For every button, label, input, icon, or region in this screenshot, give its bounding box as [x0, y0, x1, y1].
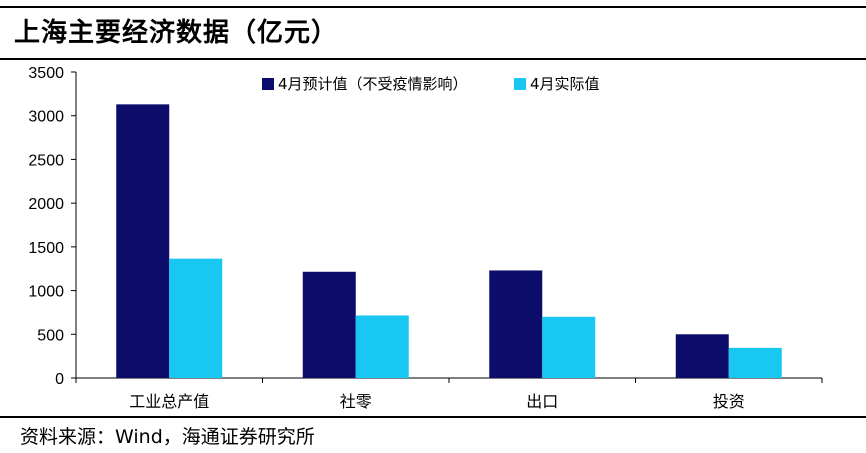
title-rule	[0, 58, 866, 60]
legend-swatch	[514, 78, 526, 90]
source-note: 资料来源：Wind，海通证券研究所	[20, 426, 315, 448]
bar	[728, 347, 782, 378]
y-tick-label: 2000	[28, 196, 64, 213]
x-category-label: 出口	[526, 392, 558, 411]
y-tick-label: 3500	[28, 65, 64, 82]
chart-title: 上海主要经济数据（亿元）	[14, 18, 339, 48]
x-category-label: 工业总产值	[129, 392, 209, 411]
top-rule	[0, 6, 866, 8]
bottom-rule	[0, 416, 866, 418]
y-tick-label: 0	[55, 371, 64, 388]
y-tick-label: 500	[37, 327, 64, 344]
bar	[675, 334, 729, 378]
bar	[302, 271, 356, 378]
legend-label: 4月预计值（不受疫情影响）	[278, 75, 468, 93]
x-axis: 工业总产值 社零 出口 投资	[75, 377, 823, 411]
title-bar: 上海主要经济数据（亿元）	[0, 0, 866, 60]
bar	[169, 258, 223, 378]
legend-label: 4月实际值	[530, 75, 600, 93]
y-tick-label: 2500	[28, 152, 64, 169]
x-category-label: 投资	[713, 392, 745, 411]
y-tick-label: 3000	[28, 109, 64, 126]
y-tick-label: 1500	[28, 240, 64, 257]
y-axis: 0 500 1000 1500 2000 2500 3000 3500	[28, 65, 77, 388]
bar-chart: 0 500 1000 1500 2000 2500 3000 3500 工业总产值 社零 出口 投资…	[28, 65, 823, 411]
bars	[116, 104, 782, 378]
bar	[116, 104, 170, 378]
x-category-label: 社零	[340, 392, 372, 411]
legend-swatch	[262, 78, 274, 90]
bar	[489, 270, 543, 378]
y-tick-label: 1000	[28, 284, 64, 301]
legend: 4月预计值（不受疫情影响） 4月实际值	[262, 75, 600, 93]
bar	[542, 316, 596, 378]
bar	[355, 315, 409, 378]
